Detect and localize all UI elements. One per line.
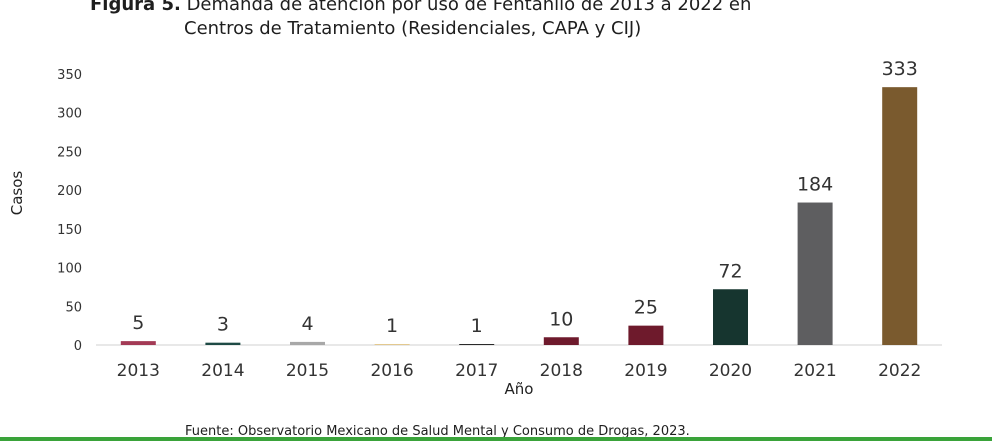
bar-2019 [628,325,664,345]
chart-title-line-1: Figura 5. Demanda de atención por uso de… [90,0,850,17]
y-axis-title: Casos [8,171,26,216]
data-labels: 5 3 4 1 1 10 25 72 184 333 [132,58,918,337]
data-label-2016: 1 [386,315,398,337]
data-label-2020: 72 [718,260,742,282]
x-tick-label: 2013 [117,361,160,381]
figure-number: Figura 5. [90,0,181,15]
x-axis: 2013 2014 2015 2016 2017 2018 2019 2020 2021 2022 [96,344,942,381]
y-tick-label: 200 [57,184,82,199]
bar-2017 [459,344,495,345]
x-tick-label: 2022 [878,361,921,381]
bars [120,87,918,346]
bar-2015 [290,341,325,345]
footer-divider [0,437,992,441]
bar-2013 [120,341,156,345]
data-label-2015: 4 [301,313,313,335]
y-tick-label: 100 [57,262,82,277]
data-label-2014: 3 [217,314,229,336]
y-tick-label: 300 [57,107,82,122]
x-tick-label: 2018 [540,361,583,381]
chart-title-text-1: Demanda de atención por uso de Fentanilo… [186,0,752,15]
x-tick-label: 2020 [709,361,752,381]
bar-2022 [882,87,918,346]
bar-2021 [797,202,833,345]
data-label-2018: 10 [549,308,573,330]
data-label-2019: 25 [634,297,658,319]
y-tick-label: 250 [57,145,82,160]
y-axis: 0 50 100 150 200 250 300 350 [57,68,82,354]
chart-title-line-2: Centros de Tratamiento (Residenciales, C… [184,18,642,39]
chart-title: Figura 5. Demanda de atención por uso de… [90,0,850,41]
x-tick-label: 2015 [286,361,329,381]
data-label-2013: 5 [132,312,144,334]
x-tick-label: 2017 [455,361,498,381]
data-label-2021: 184 [797,174,833,196]
y-tick-label: 50 [65,300,82,315]
data-label-2017: 1 [471,315,483,337]
x-tick-label: 2019 [624,361,667,381]
x-tick-label: 2016 [370,361,413,381]
x-tick-label: 2021 [793,361,836,381]
bar-2016 [374,344,410,345]
y-tick-label: 0 [74,339,82,354]
x-axis-title: Año [505,380,534,398]
y-tick-label: 350 [57,68,82,83]
bar-2020 [713,289,748,345]
source-note: Fuente: Observatorio Mexicano de Salud M… [185,424,690,439]
y-tick-label: 150 [57,223,82,238]
x-tick-label: 2014 [201,361,244,381]
bar-2014 [205,342,241,345]
bar-2018 [543,337,579,345]
data-label-2022: 333 [882,58,918,80]
